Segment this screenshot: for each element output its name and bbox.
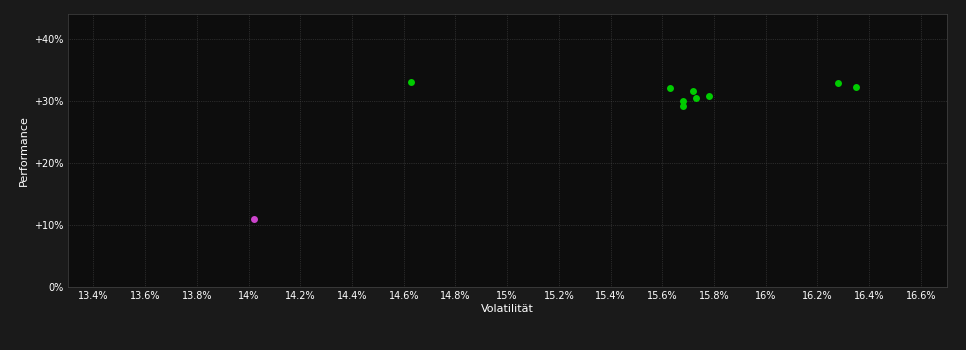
Y-axis label: Performance: Performance xyxy=(18,115,28,186)
X-axis label: Volatilität: Volatilität xyxy=(481,304,533,314)
